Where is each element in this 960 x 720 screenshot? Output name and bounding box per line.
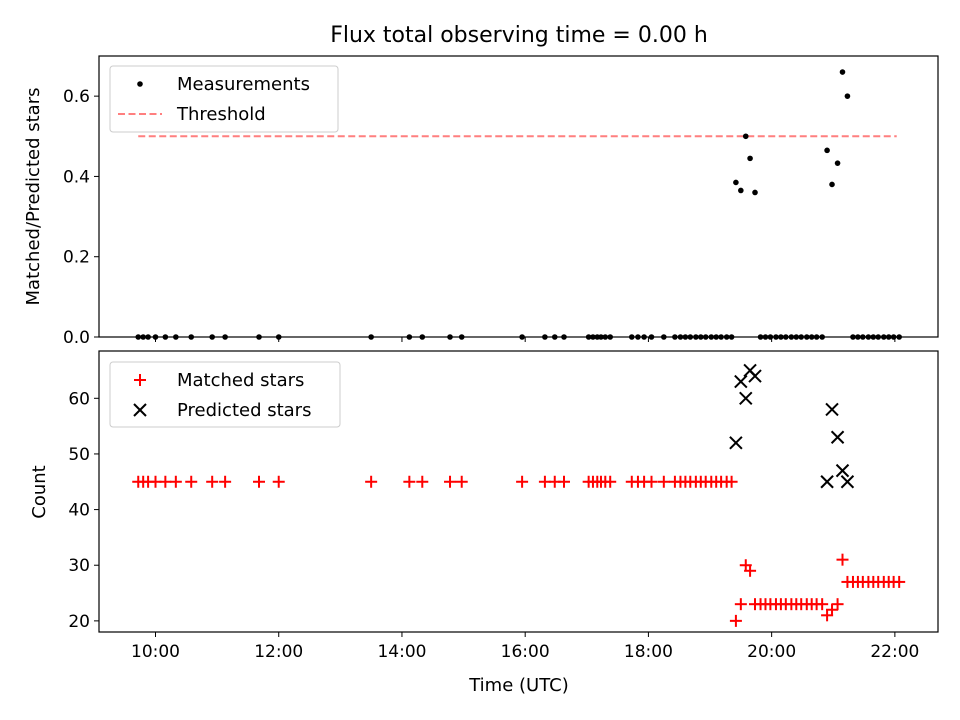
bottom-y-tick-label: 60	[68, 389, 90, 409]
matched-star-point	[836, 553, 849, 566]
legend-predicted-marker	[133, 403, 147, 417]
matched-star-point	[558, 475, 571, 488]
matched-star-point	[416, 475, 429, 488]
measurement-point	[752, 189, 758, 196]
top-y-tick-label: 0.0	[63, 328, 90, 348]
predicted-star-stroke-b	[830, 430, 845, 444]
measurement-point	[839, 69, 846, 75]
top-axes-frame	[98, 55, 939, 338]
legend-threshold-label: Threshold	[176, 104, 266, 125]
measurement-point	[733, 179, 739, 186]
measurement-point	[742, 133, 749, 140]
predicted-star-stroke-b	[820, 475, 834, 489]
matched-star-point	[444, 475, 457, 488]
matched-star-point	[206, 475, 219, 488]
predicted-star-point	[830, 430, 845, 444]
matched-star-point	[403, 475, 416, 488]
x-tick-label: 20:00	[747, 642, 796, 662]
bottom-y-axis-label: Count	[29, 465, 50, 518]
predicted-star-stroke-b	[825, 402, 839, 417]
legend-matched-label: Matched stars	[177, 370, 304, 391]
measurement-point	[834, 160, 841, 166]
matched-star-point	[253, 475, 266, 488]
top-panel: 0.0 0.2 0.4 0.6 Matched/Predicted stars Mea…	[23, 55, 939, 348]
matched-star-point	[893, 575, 906, 588]
matched-star-point	[826, 603, 839, 616]
top-y-tick-label: 0.4	[63, 167, 90, 187]
matched-star-point	[725, 475, 738, 488]
x-tick-label: 14:00	[377, 642, 426, 662]
bottom-y-tick-label: 40	[68, 501, 90, 521]
matched-star-point	[159, 475, 172, 488]
bottom-plot-area: 20 30 40 50 60 10:00 12:00 14:00 16:00 18:00 20:00…	[68, 350, 939, 662]
predicted-star-stroke-b	[835, 463, 850, 478]
bottom-y-tick-label: 20	[68, 612, 90, 632]
matched-star-point	[831, 598, 844, 611]
bottom-legend: Matched stars Predicted stars	[109, 361, 341, 428]
measurement-point	[738, 187, 744, 194]
predicted-star-point	[820, 475, 834, 489]
matched-star-point	[729, 614, 742, 627]
matched-star-point	[169, 475, 182, 488]
matched-star-point	[365, 475, 378, 488]
x-tick-label: 22:00	[870, 642, 919, 662]
matched-star-point	[272, 475, 285, 488]
top-legend: Measurements Threshold	[109, 65, 339, 133]
matched-star-point	[657, 475, 670, 488]
measurement-point	[844, 93, 851, 99]
bottom-panel: 20 30 40 50 60 10:00 12:00 14:00 16:00 18:00 20:00…	[29, 350, 939, 696]
predicted-star-stroke-b	[840, 475, 855, 489]
legend-measurements-marker	[137, 81, 143, 87]
legend-measurements-label: Measurements	[177, 74, 310, 95]
bottom-legend-box	[109, 361, 341, 428]
matched-star-point	[734, 598, 747, 611]
matched-star-point	[744, 564, 757, 577]
matched-star-point	[604, 475, 617, 488]
x-tick-label: 12:00	[254, 642, 303, 662]
bottom-y-tick-label: 30	[68, 556, 90, 576]
bottom-y-tick-label: 50	[68, 445, 90, 465]
top-y-tick-label: 0.6	[63, 87, 90, 107]
predicted-star-stroke-b	[734, 374, 748, 389]
predicted-star-stroke-b	[739, 391, 753, 406]
matched-star-point	[645, 475, 658, 488]
x-tick-label: 18:00	[624, 642, 673, 662]
x-tick-label: 16:00	[501, 642, 550, 662]
top-y-tick-label: 0.2	[63, 248, 90, 268]
legend-matched-marker	[134, 374, 146, 386]
predicted-star-point	[739, 391, 753, 406]
predicted-star-point	[748, 369, 762, 383]
predicted-star-point	[729, 436, 743, 450]
predicted-star-point	[835, 463, 850, 478]
legend-predicted-label: Predicted stars	[177, 400, 311, 421]
matched-star-point	[219, 475, 232, 488]
x-tick-label: 10:00	[131, 642, 180, 662]
matched-star-point	[516, 475, 529, 488]
matched-star-point	[185, 475, 198, 488]
measurement-point	[829, 181, 835, 188]
predicted-star-point	[734, 374, 748, 389]
top-plot-area: 0.0 0.2 0.4 0.6	[63, 55, 939, 348]
top-legend-box	[109, 65, 339, 133]
predicted-star-point	[825, 402, 839, 417]
predicted-star-point	[840, 475, 855, 489]
measurement-point	[824, 147, 830, 154]
chart-title: Flux total observing time = 0.00 h	[330, 23, 708, 48]
measurement-point	[747, 155, 753, 162]
predicted-star-stroke-b	[729, 436, 743, 450]
bottom-axes-frame	[98, 350, 939, 633]
matched-star-point	[816, 598, 829, 611]
predicted-star-stroke-b	[748, 369, 762, 383]
x-axis-label: Time (UTC)	[468, 675, 569, 696]
matched-star-point	[455, 475, 468, 488]
top-y-axis-label: Matched/Predicted stars	[23, 88, 44, 306]
